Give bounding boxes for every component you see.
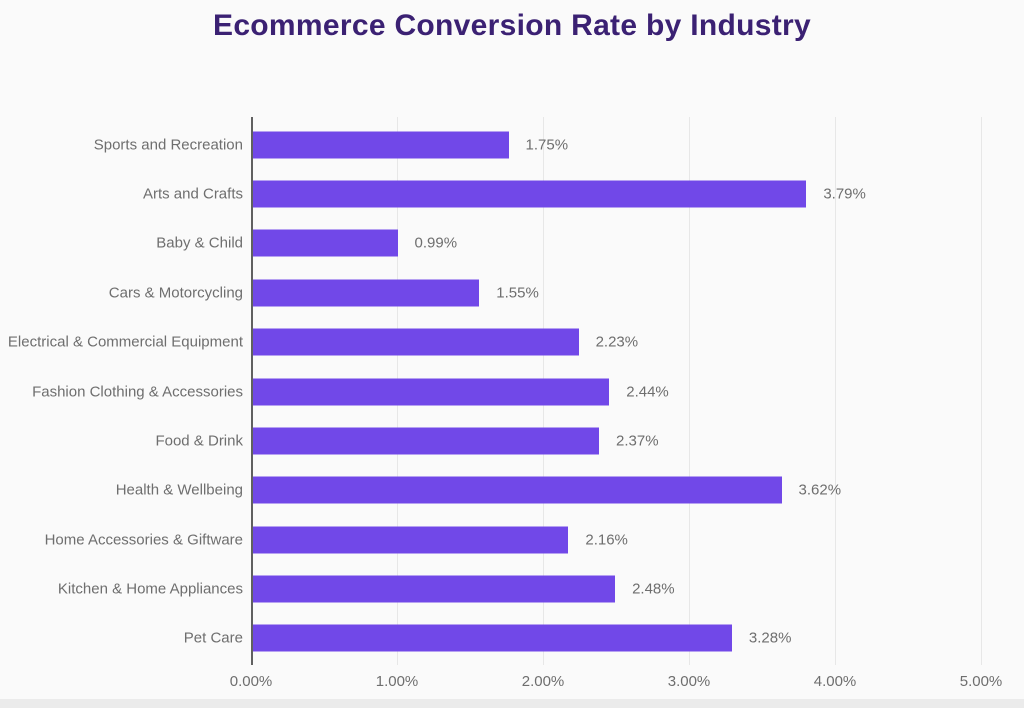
value-label: 2.23%: [595, 333, 639, 351]
value-label: 2.16%: [585, 531, 628, 549]
category-label: Arts and Crafts: [142, 185, 243, 203]
value-label: 1.55%: [496, 284, 539, 302]
value-label: 0.99%: [414, 234, 458, 252]
value-label: 2.44%: [626, 383, 669, 400]
bar-electrical-commercial-equipment: [253, 328, 579, 356]
bar-sports-and-recreation: [253, 131, 509, 159]
plot-area: 0.00% 1.00% 2.00% 3.00% 4.00% 5.00% 1.75% 3.79%…: [230, 117, 1002, 690]
gridline: [835, 117, 836, 665]
bar-fashion-clothing-accessories: [253, 378, 610, 405]
value-label: 2.48%: [632, 580, 675, 598]
category-label: Pet Care: [183, 629, 243, 647]
bar-cars-motorcycling: [253, 279, 480, 307]
y-axis-line: [251, 117, 253, 665]
x-tick-label: 5.00%: [959, 673, 1003, 690]
chart-title: Ecommerce Conversion Rate by Industry: [213, 9, 811, 42]
category-label: Cars & Motorcycling: [108, 284, 243, 302]
x-tick-label: 1.00%: [375, 673, 419, 690]
bar-arts-and-crafts: [253, 180, 807, 208]
category-label: Baby & Child: [156, 234, 243, 252]
category-label: Electrical & Commercial Equipment: [7, 333, 243, 351]
category-labels: Sports and Recreation Arts and Crafts Baby…: [0, 117, 243, 663]
x-tick-label: 2.00%: [521, 673, 565, 690]
bar-baby-child: [253, 229, 398, 257]
category-label: Kitchen & Home Appliances: [57, 580, 243, 598]
category-label: Fashion Clothing & Accessories: [32, 383, 243, 400]
bottom-strip: [0, 699, 1024, 708]
x-tick-label: 3.00%: [667, 673, 711, 690]
bar-health-wellbeing: [253, 476, 782, 504]
bar-food-drink: [253, 427, 600, 455]
x-tick-label: 0.00%: [229, 673, 273, 690]
value-label: 1.75%: [525, 136, 569, 154]
value-label: 3.62%: [798, 481, 842, 499]
value-label: 3.79%: [823, 185, 866, 203]
value-label: 2.37%: [616, 432, 659, 450]
bar-kitchen-home-appliances: [253, 575, 616, 603]
category-label: Sports and Recreation: [93, 136, 243, 154]
gridline: [689, 117, 690, 665]
gridline: [981, 117, 982, 665]
category-label: Health & Wellbeing: [115, 481, 243, 499]
x-tick-label: 4.00%: [813, 673, 857, 690]
bar-home-accessories-giftware: [253, 526, 569, 554]
value-label: 3.28%: [748, 629, 792, 647]
bar-pet-care: [253, 624, 732, 652]
category-label: Home Accessories & Giftware: [44, 531, 243, 549]
category-label: Food & Drink: [155, 432, 243, 450]
